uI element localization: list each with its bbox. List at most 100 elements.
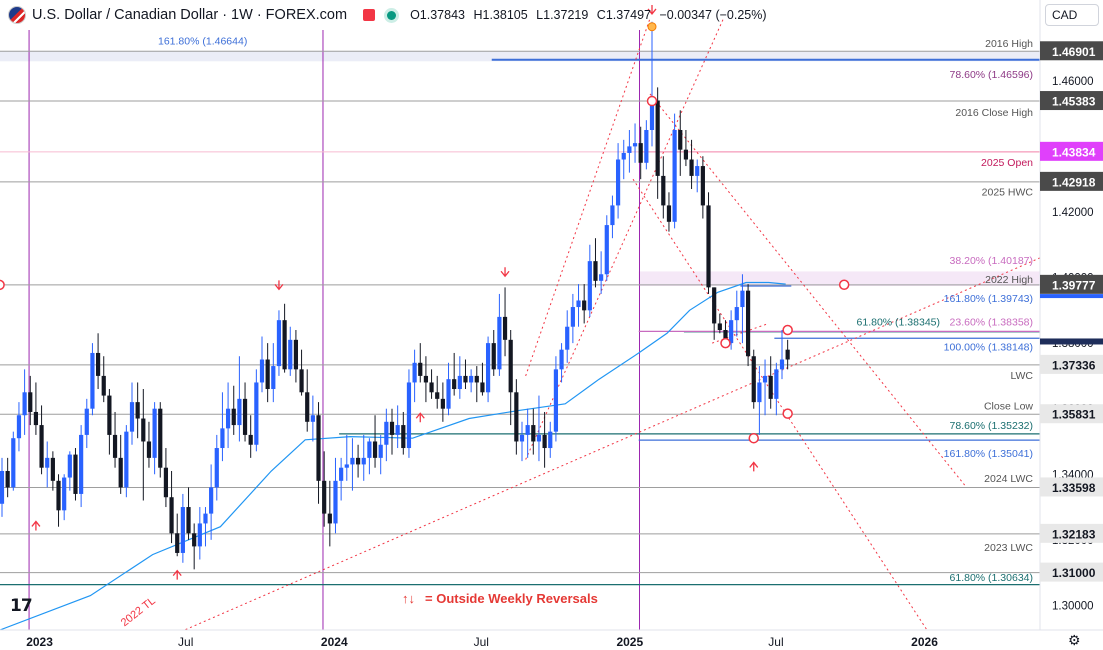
symbol-title[interactable]: U.S. Dollar / Canadian Dollar · 1W · FOR… [32, 7, 348, 23]
change-value: −0.00347 (−0.25%) [659, 8, 767, 22]
candle-body [197, 523, 202, 547]
candle-body [158, 408, 163, 468]
candle-body [469, 375, 474, 383]
candle-body [593, 261, 598, 281]
price-tag [1040, 523, 1103, 543]
candle-body [367, 441, 372, 458]
price-tag-label: 1.46901 [1052, 45, 1096, 59]
candle-body [627, 146, 632, 153]
candle-body [649, 100, 655, 130]
candle-body [689, 159, 694, 176]
candle-body [5, 470, 10, 488]
candle-body [774, 369, 779, 399]
candle-body [248, 434, 253, 445]
candle-body [723, 330, 728, 344]
candle-body [423, 375, 429, 383]
candle-body [531, 425, 536, 442]
x-tick-label: 2024 [321, 635, 348, 649]
candle-body [536, 434, 542, 442]
candle-body [265, 359, 270, 390]
candle-body [79, 434, 84, 494]
2022-tl-line [180, 257, 1041, 633]
pivot-circle-icon [720, 337, 731, 349]
price-tag-label: 1.35831 [1052, 408, 1096, 422]
price-tag [1040, 477, 1103, 497]
candle-body [242, 398, 248, 435]
candle-body [39, 425, 44, 468]
candle-body [768, 375, 773, 399]
fib-label: 161.80% (1.46644) [158, 35, 247, 47]
close-value: 1.37497 [605, 8, 652, 22]
candle-body [599, 274, 604, 281]
price-tag-label: 1.31000 [1052, 566, 1096, 580]
candle-body [361, 457, 366, 465]
trendline-label: 2022 TL [119, 595, 158, 629]
candle-body [50, 457, 55, 481]
candle-body [491, 343, 496, 370]
candle-body [553, 369, 559, 432]
candle-body [214, 448, 219, 488]
price-tag-label: 1.39777 [1052, 278, 1096, 292]
candle-body [582, 300, 587, 311]
candle-body [406, 382, 412, 449]
channel-line [525, 18, 651, 377]
moving-average-line [0, 281, 786, 631]
candle-body [548, 431, 553, 449]
candle-body [288, 339, 293, 370]
reversal-up-arrow-icon [31, 520, 41, 531]
candle-body [231, 408, 236, 426]
candle-body [271, 366, 276, 390]
pivot-circle-icon [838, 279, 850, 291]
channel-line [632, 178, 928, 631]
candle-body [762, 375, 768, 383]
candle-body [740, 290, 745, 308]
reversal-up-arrow-icon [172, 569, 182, 580]
reversal-down-arrow-icon [274, 280, 284, 291]
candle-body [129, 402, 135, 432]
fib-label: 161.80% (1.35041) [944, 448, 1033, 460]
candle-body [712, 287, 717, 324]
candle-body [638, 143, 643, 163]
fib-label: 61.80% (1.30634) [950, 572, 1033, 584]
fib-label: 38.20% (1.40187) [950, 255, 1033, 267]
fib-label: 78.60% (1.35232) [950, 420, 1033, 432]
candle-body [474, 375, 479, 383]
current-price-marker [1040, 338, 1103, 345]
reversal-up-arrow-icon [415, 412, 425, 423]
y-tick-label: 1.30000 [1052, 600, 1094, 612]
tradingview-logo: 17 [10, 596, 33, 616]
candle-body [186, 507, 191, 534]
candle-body [542, 434, 547, 449]
candle-body [480, 382, 485, 393]
market-status-icon [363, 9, 376, 21]
candle-body [570, 307, 575, 327]
x-tick-label: 2025 [616, 635, 643, 649]
candle-body [395, 425, 400, 435]
candle-body [463, 375, 468, 383]
candle-body [734, 307, 739, 321]
candle-body [0, 470, 5, 504]
settings-gear-icon[interactable]: ⚙ [1068, 632, 1081, 648]
price-tag [1040, 141, 1103, 161]
currency-select[interactable]: CAD [1045, 4, 1099, 26]
level-label: 2024 LWC [984, 473, 1033, 485]
candle-body [355, 457, 361, 465]
candle-body [401, 425, 406, 449]
candle-body [22, 392, 27, 416]
low-value: 1.37219 [543, 8, 589, 22]
zone-2016-high [0, 51, 1040, 62]
candle-body [384, 421, 389, 445]
candle-body [621, 152, 626, 160]
candle-body [378, 444, 383, 458]
candle-body [514, 392, 519, 442]
candle-body [101, 375, 106, 396]
candle-body [344, 464, 349, 468]
candle-body [316, 415, 321, 481]
reversal-down-arrow-icon [500, 267, 510, 278]
candle-body [28, 392, 33, 412]
candle-body [175, 533, 180, 553]
candle-body [666, 205, 672, 222]
candle-body [525, 425, 530, 435]
pivot-circle-icon [0, 279, 5, 291]
